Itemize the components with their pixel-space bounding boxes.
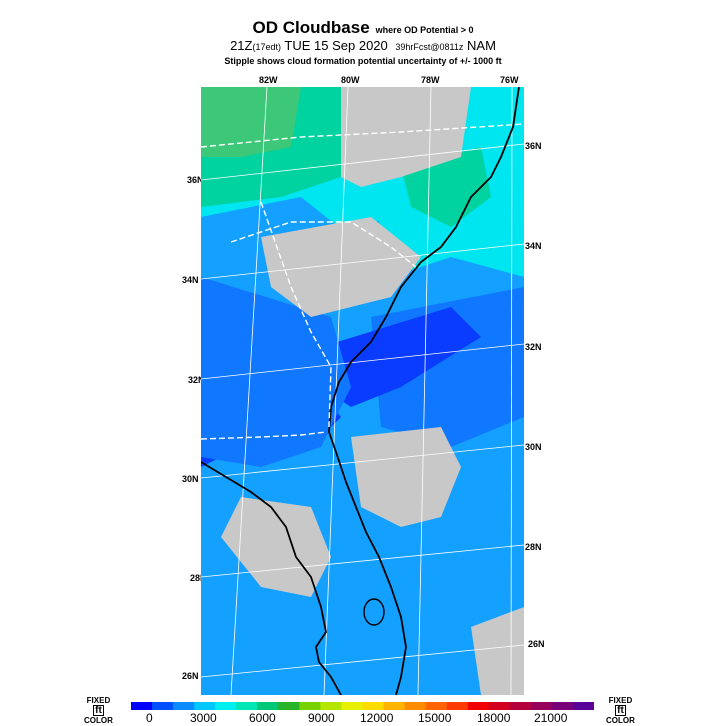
colorbar-right-label: FIXED ft COLOR	[606, 696, 635, 725]
colorbar-swatch	[572, 702, 594, 710]
nodata-florida	[221, 497, 331, 597]
grid-lon-76	[510, 87, 513, 695]
colorbar-left-label: FIXED ft COLOR	[84, 696, 113, 725]
gulf-coastline	[201, 461, 342, 695]
colorbar-swatch	[236, 702, 258, 710]
lat-label-right-26n: 26N	[528, 639, 545, 649]
grid-lat-32	[201, 343, 524, 380]
colorbar-swatch	[341, 702, 363, 710]
grid-lat-34	[201, 243, 524, 280]
nodata-north	[341, 87, 471, 187]
colorbar-left-unit: ft	[93, 705, 104, 716]
colorbar-swatch	[194, 702, 216, 710]
colorbar-swatch	[278, 702, 300, 710]
grid-lon-78	[417, 87, 432, 695]
colorbar-tick-12000: 12000	[360, 711, 394, 725]
nodata-gulf-stream	[351, 427, 461, 527]
border-nc-sc	[230, 221, 417, 268]
title-text: OD Cloudbase	[252, 18, 370, 37]
colorbar-right-unit: ft	[615, 705, 626, 716]
colorbar-swatch	[509, 702, 532, 710]
grid-lat-36	[201, 143, 524, 181]
lat-label-right-32n: 32N	[525, 342, 542, 352]
colorbar-swatch	[131, 702, 153, 710]
lon-label-76w: 76W	[500, 75, 519, 85]
colorbar-swatch	[551, 702, 574, 710]
colorbar-tick-3000: 3000	[190, 711, 217, 725]
field-green	[201, 87, 301, 157]
colorbar	[131, 702, 594, 710]
model-name: NAM	[467, 38, 496, 53]
colorbar-tick-21000: 21000	[534, 711, 568, 725]
lat-label-right-28n: 28N	[525, 542, 542, 552]
colorbar-swatch	[383, 702, 406, 710]
run-time: 21Z	[230, 38, 253, 53]
lat-label-left-28n: 28N	[190, 573, 207, 583]
colorbar-tick-6000: 6000	[249, 711, 276, 725]
lon-label-78w: 78W	[421, 75, 440, 85]
colorbar-swatch	[467, 702, 490, 710]
colorbar-tick-0: 0	[146, 711, 153, 725]
colorbar-swatch	[362, 702, 385, 710]
grid-lat-26	[201, 644, 524, 678]
colorbar-right-top: FIXED	[608, 696, 633, 705]
valid-date: TUE 15 Sep 2020	[284, 38, 388, 53]
lat-label-left-26n: 26N	[182, 671, 199, 681]
run-local: (17edt)	[252, 42, 282, 52]
forecast-hour: 39hrFcst@0811z	[395, 42, 464, 52]
border-va-nc	[201, 123, 524, 148]
valid-time-line: 21Z(17edt) TUE 15 Sep 2020 39hrFcst@0811…	[0, 38, 726, 53]
lat-label-left-32n: 32N	[188, 375, 205, 385]
colorbar-swatch	[404, 702, 427, 710]
colorbar-tick-15000: 15000	[418, 711, 452, 725]
colorbar-swatch	[173, 702, 195, 710]
lake-okeechobee	[363, 598, 385, 626]
stipple-note: Stipple shows cloud formation potential …	[224, 56, 502, 66]
state-borders	[201, 123, 524, 440]
colorbar-swatch	[530, 702, 553, 710]
colorbar-swatch	[215, 702, 237, 710]
colorbar-swatch	[446, 702, 469, 710]
title-qualifier: where OD Potential > 0	[375, 25, 474, 35]
lat-label-right-34n: 34N	[525, 241, 542, 251]
grid-lat-28	[201, 544, 524, 578]
colorbar-left-top: FIXED	[86, 696, 111, 705]
colorbar-swatch	[152, 702, 174, 710]
colorbar-tick-9000: 9000	[308, 711, 335, 725]
lat-label-left-34n: 34N	[182, 275, 199, 285]
colorbar-swatch	[488, 702, 511, 710]
colorbar-swatch	[299, 702, 321, 710]
colorbar-swatch	[320, 702, 342, 710]
colorbar-left-bottom: COLOR	[84, 716, 113, 725]
lat-label-right-30n: 30N	[525, 442, 542, 452]
lat-label-left-36n: 36N	[187, 175, 204, 185]
grid-lat-30	[201, 444, 524, 479]
map-title: OD Cloudbase where OD Potential > 0	[0, 18, 726, 38]
colorbar-swatch	[425, 702, 448, 710]
lat-label-left-30n: 30N	[182, 474, 199, 484]
border-ga-fl	[201, 431, 327, 440]
colorbar-swatch	[257, 702, 279, 710]
coastline	[328, 87, 520, 695]
cloudbase-field	[201, 87, 524, 695]
cloudbase-map	[201, 87, 524, 695]
colorbar-right-bottom: COLOR	[606, 716, 635, 725]
field-land-blue	[201, 277, 351, 467]
grid-lon-82	[230, 87, 268, 695]
lon-label-80w: 80W	[341, 75, 360, 85]
lat-label-right-36n: 36N	[525, 141, 542, 151]
lon-label-82w: 82W	[259, 75, 278, 85]
border-ga-sc	[260, 201, 332, 428]
colorbar-tick-18000: 18000	[477, 711, 511, 725]
